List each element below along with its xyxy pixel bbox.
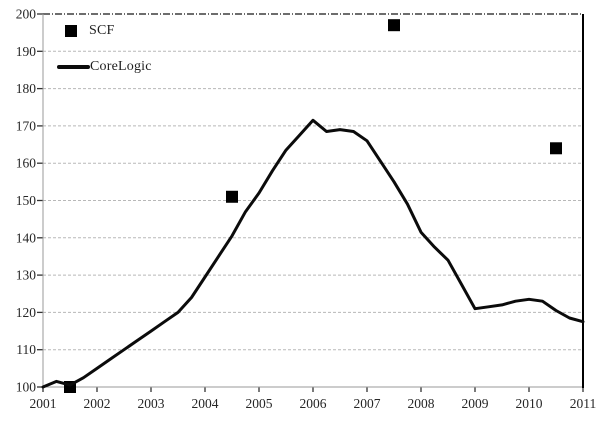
legend-item-scf: SCF bbox=[65, 23, 115, 38]
y-tick-label: 100 bbox=[16, 380, 37, 395]
y-tick-label: 200 bbox=[16, 7, 37, 22]
x-tick-label: 2001 bbox=[30, 396, 57, 411]
x-tick-label: 2005 bbox=[246, 396, 273, 411]
legend-label-scf: SCF bbox=[89, 23, 115, 38]
x-tick-label: 2007 bbox=[354, 396, 381, 411]
y-tick-label: 110 bbox=[16, 342, 36, 357]
y-tick-label: 130 bbox=[16, 268, 37, 283]
x-tick-label: 2011 bbox=[570, 396, 597, 411]
x-tick-label: 2003 bbox=[138, 396, 165, 411]
x-tick-label: 2010 bbox=[516, 396, 543, 411]
corelogic-line-marker-icon bbox=[57, 64, 90, 69]
x-tick-label: 2008 bbox=[408, 396, 435, 411]
x-tick-label: 2004 bbox=[192, 396, 219, 411]
x-tick-label: 2009 bbox=[462, 396, 489, 411]
scf-point bbox=[388, 19, 400, 32]
y-tick-label: 190 bbox=[16, 44, 37, 59]
y-tick-label: 170 bbox=[16, 118, 37, 133]
y-tick-label: 140 bbox=[16, 230, 37, 245]
y-tick-label: 120 bbox=[16, 305, 37, 320]
y-tick-label: 160 bbox=[16, 156, 37, 171]
x-tick-label: 2002 bbox=[84, 396, 111, 411]
scf-square-marker-icon bbox=[65, 24, 77, 37]
x-tick-label: 2006 bbox=[300, 396, 327, 411]
legend-label-corelogic: CoreLogic bbox=[90, 59, 152, 74]
corelogic-line bbox=[41, 118, 585, 389]
scf-point bbox=[226, 190, 238, 203]
legend-item-corelogic: CoreLogic bbox=[57, 59, 152, 74]
y-tick-label: 180 bbox=[16, 81, 37, 96]
y-tick-label: 150 bbox=[16, 193, 37, 208]
scf-point bbox=[550, 142, 562, 155]
